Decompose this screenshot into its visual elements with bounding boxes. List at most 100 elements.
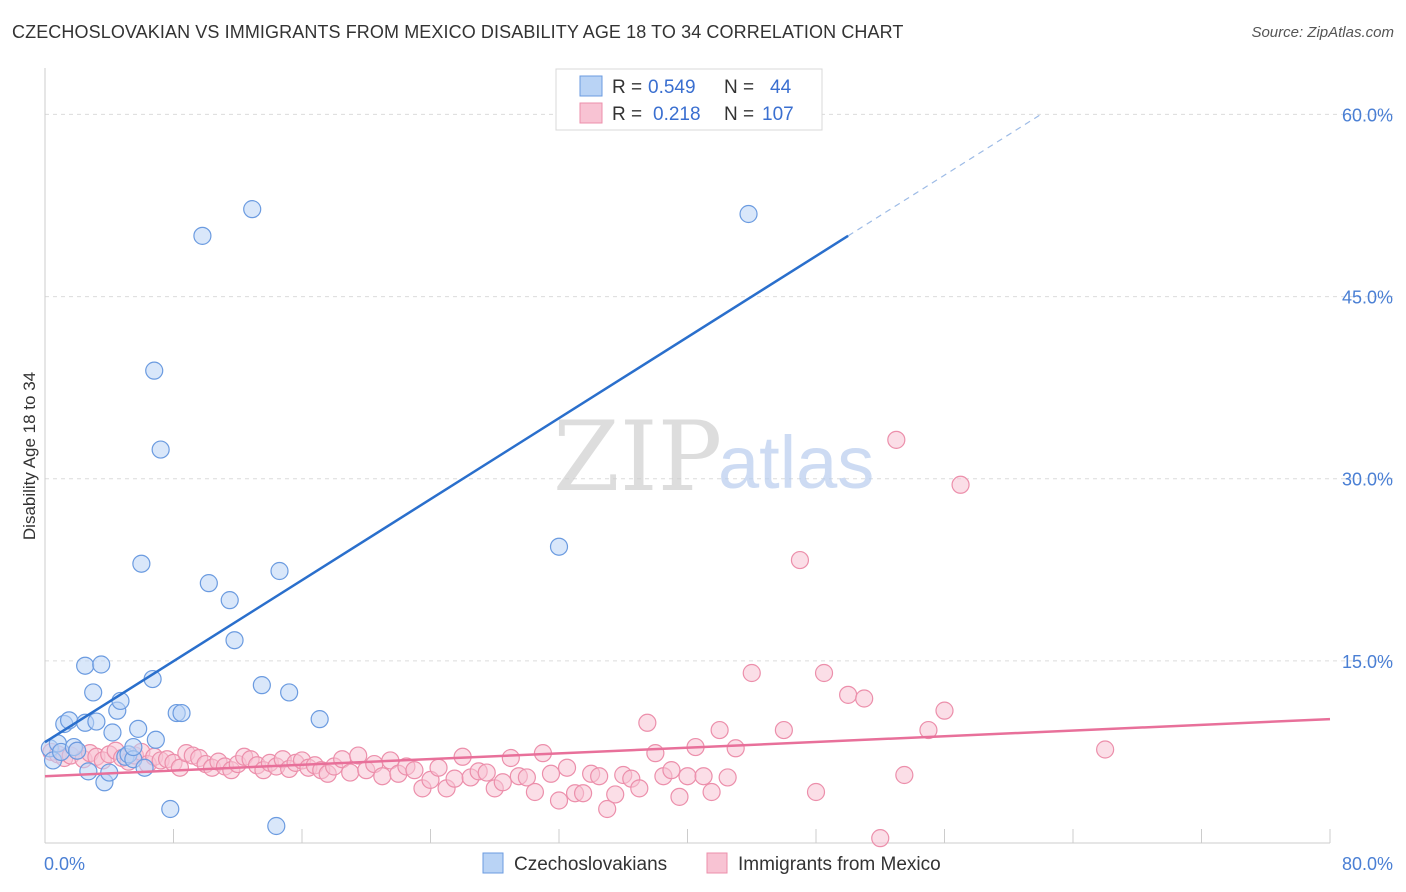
czech-point-29 (151, 440, 170, 459)
bottom-legend-label-0: Czechoslovakians (514, 854, 667, 875)
bottom-legend-swatch-pink (706, 852, 728, 874)
bottom-legend-label-1: Immigrants from Mexico (738, 854, 941, 875)
czech-point-30 (161, 799, 180, 819)
y-tick-labels: 15.0% 30.0% 45.0% 60.0% (1342, 105, 1393, 671)
mexico-point-104 (935, 701, 954, 720)
mexico-point-101 (855, 689, 874, 708)
bottom-legend-swatch-blue (482, 852, 504, 874)
czech-point-43 (549, 537, 569, 556)
legend-swatch-pink (579, 102, 603, 124)
mexico-point-78 (598, 799, 617, 819)
czech-point-33 (193, 226, 212, 245)
czech-point-39 (267, 816, 286, 836)
legend-r-value-0: 0.549 (648, 77, 696, 98)
mexico-point-94 (726, 739, 745, 758)
mexico-point-95 (742, 663, 761, 683)
czech-point-12 (87, 712, 106, 731)
y-tick-label-1: 30.0% (1342, 470, 1393, 490)
mexico-point-99 (814, 663, 834, 683)
mexico-point-59 (445, 769, 464, 788)
mexico-point-69 (525, 782, 545, 802)
y-tick-label-0: 15.0% (1342, 652, 1393, 672)
czech-point-7 (68, 741, 87, 760)
czech-point-40 (270, 561, 289, 581)
mexico-point-63 (477, 763, 496, 782)
bottom-legend: Czechoslovakians Immigrants from Mexico (482, 852, 941, 875)
y-tick-label-3: 60.0% (1342, 105, 1393, 125)
trendline-czechoslovakians (44, 234, 849, 744)
mexico-point-68 (517, 768, 536, 787)
x-tick-label-1: 80.0% (1342, 854, 1393, 874)
legend-n-label-0: N = (724, 77, 754, 98)
czech-point-24 (132, 554, 151, 573)
czech-point-25 (135, 758, 154, 777)
czech-point-34 (199, 574, 218, 593)
watermark-atlas: atlas (718, 421, 874, 504)
czech-point-42 (310, 710, 329, 729)
czech-point-32 (172, 703, 191, 723)
chart-title: CZECHOSLOVAKIAN VS IMMIGRANTS FROM MEXIC… (12, 22, 904, 42)
mexico-point-96 (774, 720, 793, 740)
x-tick-label-0: 0.0% (44, 854, 85, 874)
legend-n-value-1: 107 (762, 104, 794, 125)
legend-swatch-blue (579, 75, 603, 97)
mexico-point-93 (718, 768, 737, 787)
czech-point-11 (84, 683, 103, 702)
mexico-point-90 (694, 767, 713, 786)
czech-point-28 (146, 730, 165, 749)
czech-point-44 (739, 204, 758, 224)
mexico-point-105 (951, 475, 970, 494)
czech-point-36 (225, 631, 244, 650)
trendlines (44, 113, 1331, 778)
source-label: Source: ZipAtlas.com (1251, 24, 1394, 41)
mexico-point-107 (871, 829, 890, 848)
mexico-point-79 (606, 785, 625, 804)
czech-point-9 (76, 656, 95, 675)
mexico-point-65 (493, 773, 512, 792)
mexico-point-50 (373, 767, 392, 786)
czech-point-23 (129, 719, 148, 738)
mexico-point-72 (549, 791, 569, 810)
mexico-point-82 (630, 779, 649, 798)
legend-n-value-0: 44 (770, 77, 792, 98)
trendline-czechoslovakians-extension (847, 113, 1042, 237)
czech-point-13 (92, 655, 111, 674)
legend-r-value-1: 0.218 (653, 104, 701, 125)
mexico-point-73 (557, 758, 577, 777)
watermark-zip: ZIP (553, 401, 722, 513)
x-tick-labels: 0.0% 80.0% (44, 854, 1393, 874)
y-axis-label: Disability Age 18 to 34 (20, 372, 39, 540)
czech-point-35 (220, 591, 239, 610)
mexico-point-88 (678, 767, 697, 786)
axes (44, 68, 1331, 844)
mexico-point-87 (670, 787, 689, 806)
mexico-point-77 (590, 767, 609, 786)
mexico-point-71 (541, 764, 561, 783)
mexico-point-84 (646, 744, 665, 763)
czech-point-10 (79, 762, 98, 781)
legend-n-label-1: N = (724, 104, 754, 125)
mexico-point-66 (501, 748, 520, 768)
legend: R = 0.549 N = 44 R = 0.218 N = 107 (555, 68, 823, 131)
mexico-point-86 (662, 761, 681, 780)
mexico-point-102 (887, 430, 906, 449)
mexico-point-97 (790, 550, 810, 570)
czech-point-16 (103, 723, 122, 742)
legend-r-label-0: R = (612, 77, 642, 98)
czech-point-22 (124, 737, 143, 757)
mexico-point-91 (702, 782, 721, 802)
trendline-immigrants-from-mexico (44, 717, 1331, 778)
czech-point-37 (243, 200, 262, 219)
mexico-point-100 (839, 685, 858, 704)
mexico-point-108 (895, 765, 914, 785)
mexico-point-75 (573, 784, 593, 803)
mexico-point-106 (1096, 740, 1115, 759)
mexico-point-57 (429, 758, 448, 777)
czech-point-27 (145, 361, 164, 380)
mexico-point-54 (405, 761, 424, 780)
mexico-point-98 (806, 782, 826, 802)
y-tick-label-2: 45.0% (1342, 288, 1393, 308)
legend-r-label-1: R = (612, 104, 642, 125)
series-czechoslovakians (40, 200, 758, 836)
